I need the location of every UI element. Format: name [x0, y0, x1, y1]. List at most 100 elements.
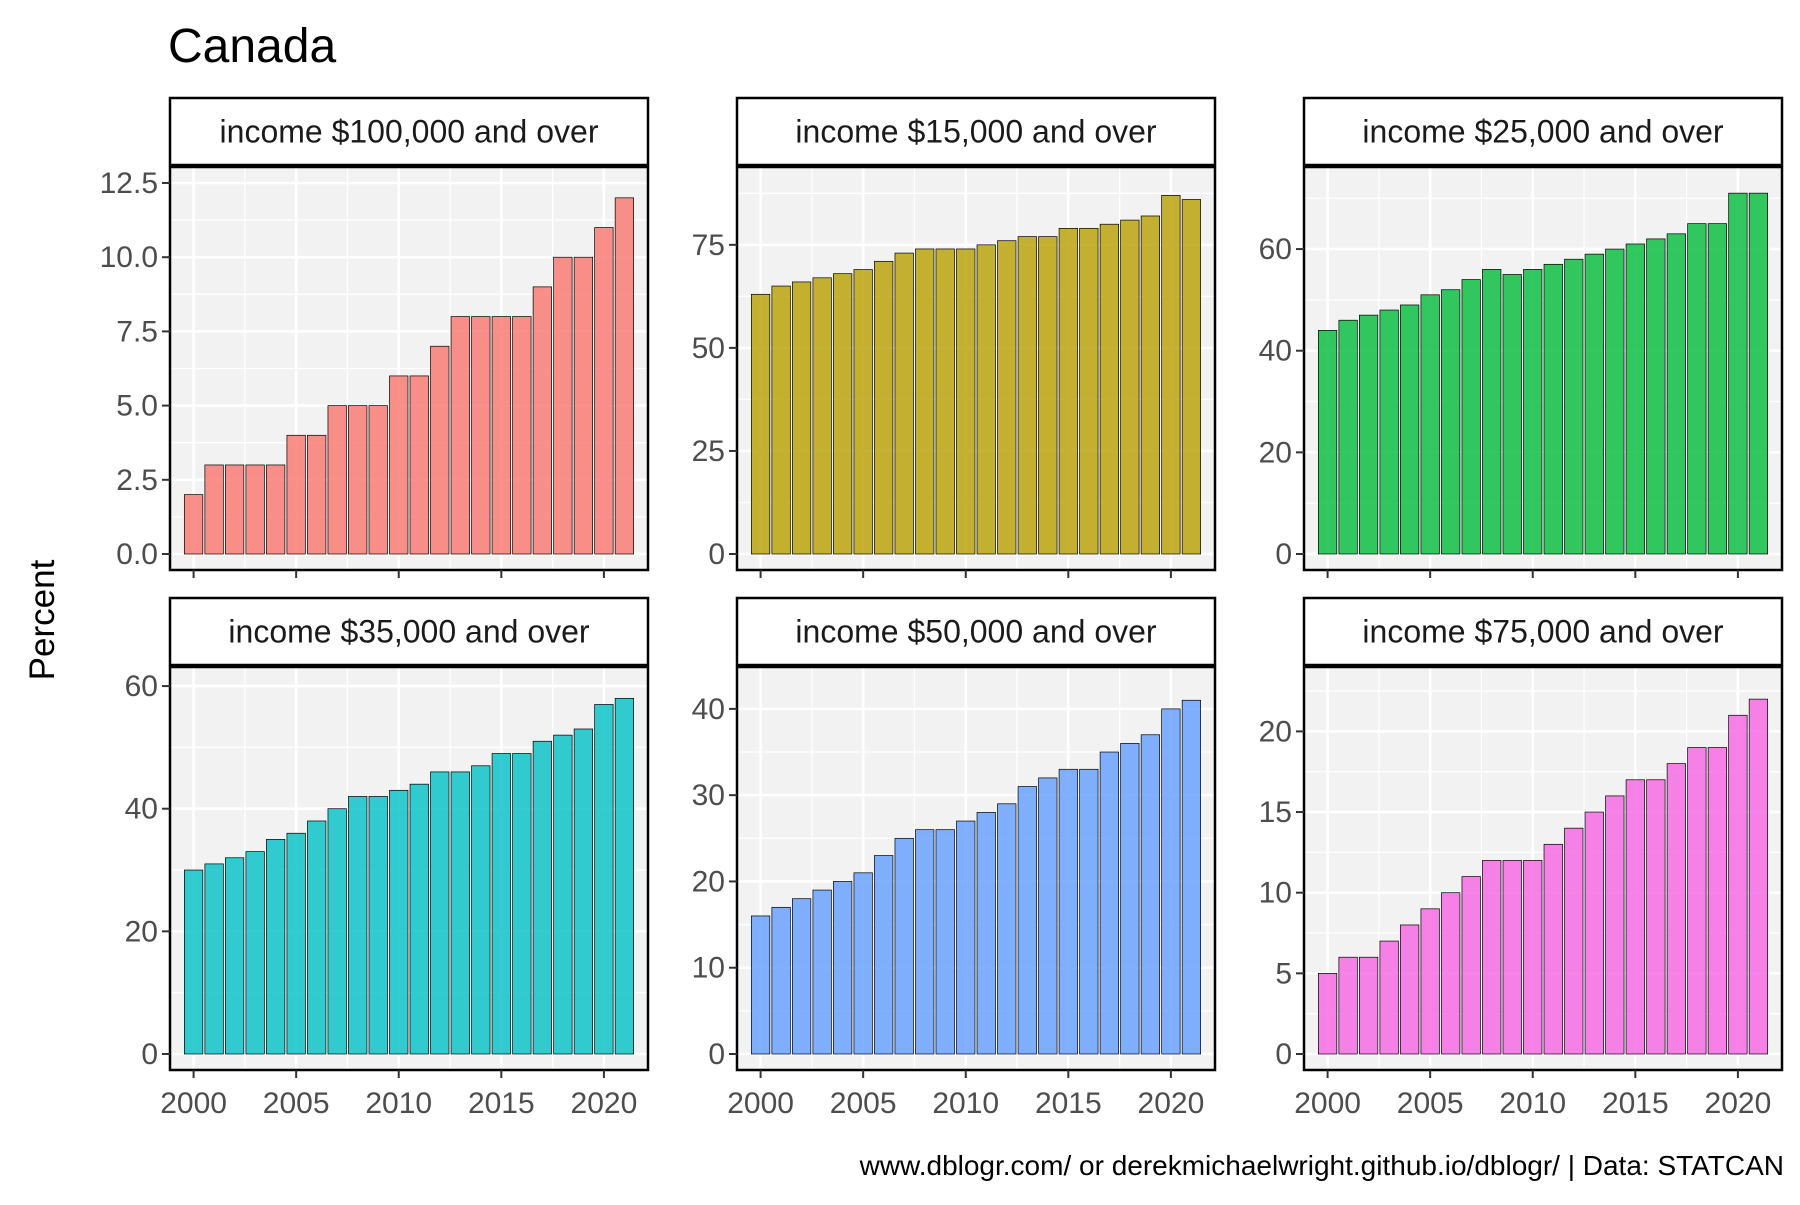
y-tick-label: 0	[1275, 1038, 1292, 1071]
bar	[532, 286, 552, 555]
bar	[812, 889, 832, 1055]
y-tick-label: 10	[692, 952, 725, 985]
bar	[245, 851, 265, 1055]
bar	[368, 405, 388, 555]
bar	[327, 808, 347, 1055]
y-tick-label: 15	[1259, 796, 1292, 829]
bar	[1379, 309, 1399, 555]
bar	[1666, 763, 1686, 1055]
bar	[771, 285, 791, 555]
bar	[430, 345, 450, 555]
y-tick-label: 40	[125, 793, 158, 826]
bar	[976, 812, 996, 1055]
bar	[1502, 860, 1522, 1055]
y-tick-label: 5	[1275, 957, 1292, 990]
bar	[1523, 269, 1543, 555]
y-tick-label: 5.0	[116, 390, 158, 423]
y-tick-label: 10.0	[100, 241, 158, 274]
panel-strip-label: income $50,000 and over	[795, 614, 1156, 650]
bar	[1748, 698, 1768, 1055]
y-axis-label: Percent	[23, 559, 62, 680]
bar	[1584, 811, 1604, 1055]
bar	[792, 898, 812, 1055]
x-tick-label: 2010	[932, 1087, 999, 1120]
bar	[997, 803, 1017, 1055]
bar	[430, 771, 450, 1055]
bar	[389, 789, 409, 1055]
panels-group: income $100,000 and over 0.0 2.5 5.0 7.5 10.0…	[100, 96, 1784, 1120]
y-tick-label: 10	[1259, 877, 1292, 910]
bar	[997, 240, 1017, 555]
bar	[1140, 215, 1160, 555]
panel-5: income $75,000 and over 0 5 10 15 20 2000 2005 2…	[1259, 596, 1784, 1120]
bar	[1646, 238, 1666, 555]
bar	[532, 740, 552, 1055]
panel-strip-label: income $25,000 and over	[1362, 114, 1723, 150]
bar	[512, 753, 532, 1055]
bar	[894, 252, 914, 555]
bar	[1564, 258, 1584, 555]
bar	[409, 375, 429, 555]
panel-strip-label: income $15,000 and over	[795, 114, 1156, 150]
bar	[1161, 195, 1181, 555]
bar	[1625, 779, 1645, 1055]
bar	[1584, 253, 1604, 555]
bar	[1318, 972, 1338, 1055]
bar	[204, 464, 224, 555]
bar	[1461, 876, 1481, 1055]
x-tick-label: 2020	[1138, 1087, 1205, 1120]
bar	[1038, 236, 1058, 555]
panel-strip	[1302, 596, 1784, 667]
y-tick-label: 30	[692, 779, 725, 812]
x-tick-label: 2020	[1705, 1087, 1772, 1120]
bar	[614, 197, 634, 555]
y-tick-label: 12.5	[100, 167, 158, 200]
bar	[1120, 219, 1140, 555]
panel-strip-label: income $75,000 and over	[1362, 614, 1723, 650]
bar	[751, 293, 771, 555]
bar	[471, 316, 491, 555]
bar	[1666, 233, 1686, 555]
y-tick-label: 0	[708, 538, 725, 571]
bar	[1181, 699, 1201, 1055]
bar	[1707, 223, 1727, 555]
chart-caption: www.dblogr.com/ or derekmichaelwright.gi…	[859, 1150, 1784, 1181]
panel-strip	[735, 596, 1217, 667]
panel-strip	[168, 96, 650, 167]
bar	[956, 248, 976, 555]
bar	[1099, 223, 1119, 555]
bar	[1441, 289, 1461, 555]
bar	[1099, 751, 1119, 1055]
x-tick-label: 2005	[1397, 1087, 1464, 1120]
y-tick-label: 60	[1259, 233, 1292, 266]
bar	[1400, 924, 1420, 1055]
bar	[184, 494, 204, 555]
bar	[1079, 227, 1099, 555]
y-tick-label: 20	[692, 865, 725, 898]
panel-border	[735, 665, 1217, 1072]
panel-border	[1302, 665, 1784, 1072]
y-tick-label: 60	[125, 670, 158, 703]
bar	[184, 869, 204, 1055]
x-tick-label: 2015	[1602, 1087, 1669, 1120]
bar	[894, 837, 914, 1055]
bar	[1161, 708, 1181, 1055]
bar	[1079, 768, 1099, 1055]
panel-1: income $15,000 and over 0 25 50 75	[692, 96, 1217, 578]
bar	[594, 227, 614, 555]
bar	[491, 316, 511, 555]
bar	[976, 244, 996, 555]
bar	[389, 375, 409, 555]
bar	[204, 863, 224, 1055]
bar	[853, 269, 873, 555]
bar	[1420, 294, 1440, 555]
bar	[915, 829, 935, 1055]
bar	[225, 464, 245, 555]
bar	[812, 277, 832, 555]
y-tick-label: 20	[1259, 436, 1292, 469]
bar	[1543, 843, 1563, 1055]
bar	[512, 316, 532, 555]
bar	[1728, 192, 1748, 555]
